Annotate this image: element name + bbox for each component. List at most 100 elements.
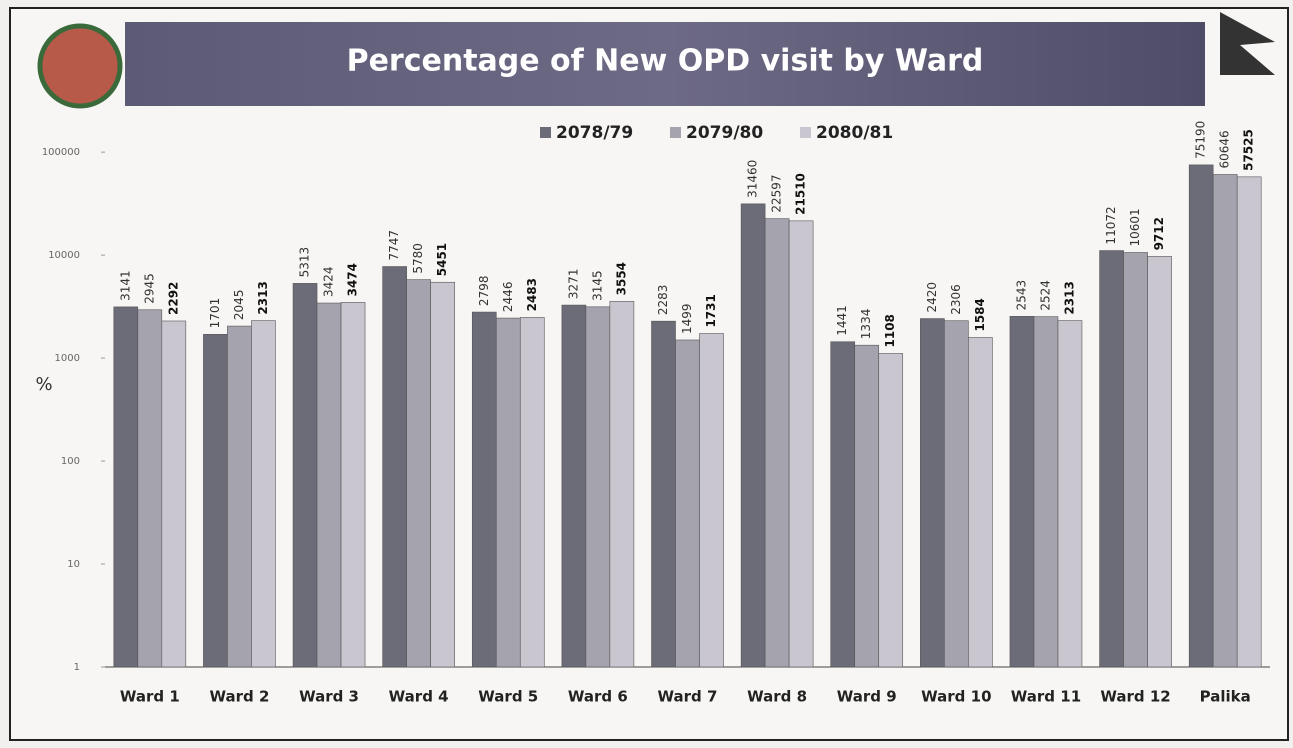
y-tick-label: 1000 [55, 353, 80, 364]
value-label: 3474 [346, 263, 360, 296]
bar [830, 341, 856, 668]
value-label: 5313 [298, 247, 312, 278]
x-tick-label: Ward 4 [389, 688, 449, 706]
bar [920, 318, 945, 668]
value-label: 7747 [387, 230, 401, 261]
bar [1188, 164, 1214, 668]
bar [495, 317, 521, 668]
value-label: 3424 [322, 266, 336, 297]
value-label: 1334 [859, 309, 873, 340]
value-label: 31460 [746, 160, 760, 198]
bar [1236, 176, 1262, 668]
bar [1033, 316, 1059, 668]
x-tick-label: Palika [1200, 688, 1251, 706]
title-banner [125, 22, 1205, 106]
value-label: 22597 [770, 174, 784, 212]
bar [944, 320, 969, 668]
value-label: 1441 [835, 305, 849, 336]
value-label: 1731 [704, 294, 718, 327]
bar [675, 339, 700, 668]
value-label: 2543 [1014, 280, 1028, 311]
bar [609, 301, 635, 668]
value-label: 1108 [883, 314, 897, 347]
value-label: 2283 [656, 285, 670, 316]
legend-swatch [800, 127, 811, 138]
bar [471, 311, 497, 668]
value-label: 2524 [1038, 280, 1052, 311]
bar [585, 306, 611, 668]
bar [1099, 250, 1124, 668]
value-label: 2446 [501, 282, 515, 313]
value-label: 60646 [1218, 130, 1232, 168]
bar [968, 337, 993, 668]
legend-label: 2080/81 [816, 123, 893, 143]
bar [1057, 320, 1083, 668]
value-label: 2420 [925, 282, 939, 313]
chart-title: Percentage of New OPD visit by Ward [347, 44, 984, 79]
y-tick-label: 1 [74, 662, 80, 673]
bar [113, 306, 139, 668]
bar [227, 325, 252, 668]
bar [340, 302, 366, 668]
x-tick-label: Ward 11 [1011, 688, 1081, 706]
bar [137, 309, 163, 668]
bar [203, 334, 228, 668]
legend-label: 2078/79 [556, 123, 633, 143]
x-tick-label: Ward 5 [478, 688, 538, 706]
value-label: 3271 [566, 269, 580, 300]
legend-swatch [670, 127, 681, 138]
bar [519, 317, 545, 668]
value-label: 11072 [1104, 206, 1118, 244]
value-label: 2306 [949, 284, 963, 315]
value-label: 2292 [166, 282, 180, 315]
y-tick-label: 10 [67, 559, 80, 570]
value-label: 5451 [435, 243, 449, 276]
bar [740, 203, 766, 668]
bar [561, 304, 587, 668]
x-tick-label: Ward 9 [837, 688, 897, 706]
x-tick-label: Ward 10 [921, 688, 991, 706]
x-tick-label: Ward 6 [568, 688, 628, 706]
flag [1220, 12, 1275, 75]
x-tick-label: Ward 1 [120, 688, 180, 706]
bar [316, 302, 342, 668]
bar [1212, 174, 1238, 668]
x-tick-label: Ward 7 [658, 688, 718, 706]
value-label: 75190 [1194, 121, 1208, 159]
bar [406, 279, 431, 668]
bar [1009, 316, 1035, 668]
bar [1123, 252, 1148, 668]
value-label: 2483 [525, 278, 539, 311]
bar [699, 333, 724, 668]
value-label: 3141 [118, 270, 132, 301]
bar [382, 266, 407, 668]
value-label: 1584 [973, 298, 987, 331]
value-label: 2045 [232, 290, 246, 321]
x-tick-label: Ward 2 [209, 688, 269, 706]
y-tick-label: 100000 [42, 147, 80, 158]
value-label: 10601 [1128, 208, 1142, 246]
value-label: 9712 [1152, 217, 1166, 250]
value-label: 1701 [208, 298, 222, 329]
value-label: 1499 [680, 303, 694, 334]
value-label: 2313 [256, 281, 270, 314]
logo [37, 23, 123, 109]
y-axis-label: % [35, 374, 52, 395]
value-label: 57525 [1242, 129, 1256, 171]
legend-swatch [540, 127, 551, 138]
bar [292, 283, 318, 668]
bar [878, 353, 904, 668]
legend-label: 2079/80 [686, 123, 763, 143]
bar [161, 320, 187, 668]
value-label: 3145 [590, 270, 604, 301]
bar [1147, 256, 1172, 668]
value-label: 2945 [142, 273, 156, 304]
value-label: 2313 [1062, 281, 1076, 314]
bar [788, 220, 814, 668]
bar [430, 281, 455, 668]
y-tick-label: 100 [61, 456, 80, 467]
value-label: 21510 [794, 173, 808, 215]
bar [764, 218, 790, 668]
